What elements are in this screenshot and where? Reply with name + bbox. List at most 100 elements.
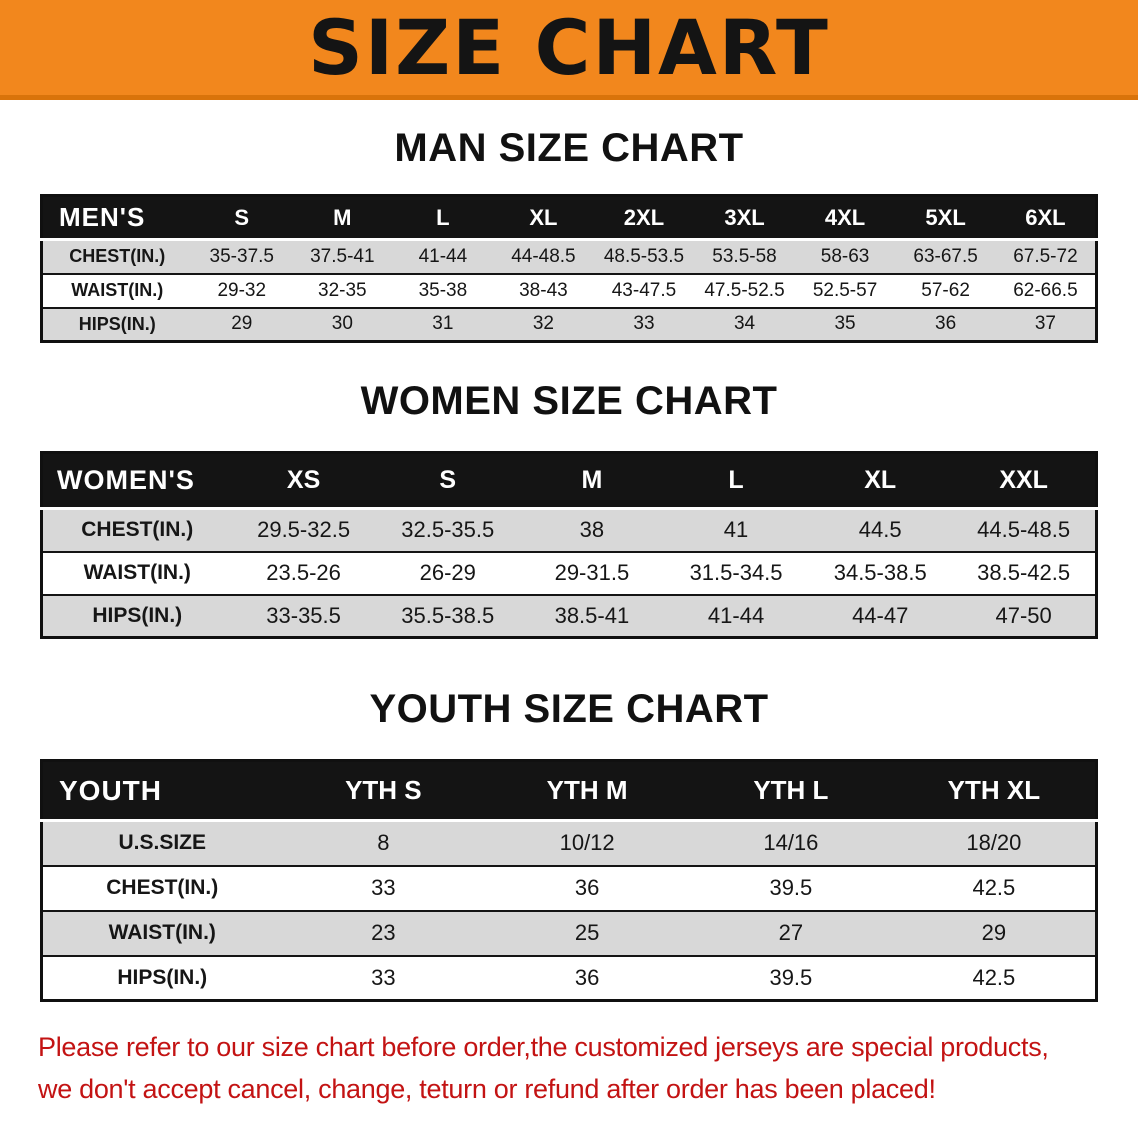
table-row: CHEST(IN.) 35-37.5 37.5-41 41-44 44-48.5 48.5… [41, 239, 1097, 274]
size-column-header: M [519, 452, 664, 510]
size-value: 44-47 [852, 602, 909, 628]
size-value: 32-35 [318, 279, 367, 301]
size-value: 23 [371, 920, 396, 945]
size-value: 67.5-72 [1013, 245, 1078, 267]
row-label: WAIST(IN.) [108, 921, 216, 944]
size-value: 52.5-57 [812, 279, 878, 301]
section-men: MAN SIZE CHART MEN'S S M L XL 2XL 3XL 4XL 5XL 6XL… [0, 124, 1138, 343]
size-value: 32.5-35.5 [401, 517, 495, 543]
row-label: CHEST(IN.) [69, 246, 166, 267]
size-value: 57-62 [921, 279, 970, 301]
size-value: 41 [723, 517, 749, 543]
size-value: 42.5 [972, 875, 1016, 900]
table-corner-label: MEN'S [41, 195, 192, 241]
table-row: HIPS(IN.) 33 36 39.5 42.5 [41, 955, 1097, 1001]
table-row: CHEST(IN.) 29.5-32.5 32.5-35.5 38 41 44.5 44.5… [41, 508, 1097, 552]
size-value: 29-32 [217, 279, 267, 301]
size-value: 44-48.5 [511, 245, 576, 267]
table-header-row: WOMEN'S XS S M L XL XXL [41, 452, 1097, 510]
row-label: HIPS(IN.) [78, 313, 156, 334]
size-value: 29 [981, 920, 1007, 945]
size-value: 36 [935, 313, 957, 335]
size-value: 48.5-53.5 [603, 245, 685, 267]
size-value: 35 [834, 313, 856, 335]
size-value: 35.5-38.5 [401, 602, 495, 628]
size-value: 18/20 [966, 830, 1022, 856]
size-value: 58-63 [820, 245, 870, 267]
size-value: 37 [1034, 313, 1056, 335]
size-value: 34 [733, 313, 756, 335]
row-label: HIPS(IN.) [92, 603, 183, 627]
table-row: HIPS(IN.) 29 30 31 32 33 34 35 36 37 [41, 307, 1097, 342]
table-row: WAIST(IN.) 29-32 32-35 35-38 38-43 43-47.5 47.… [41, 273, 1097, 308]
size-value: 39.5 [769, 875, 813, 900]
size-value: 31 [432, 313, 454, 335]
size-value: 43-47.5 [611, 279, 677, 301]
size-column-header: M [292, 195, 393, 241]
table-row: WAIST(IN.) 23 25 27 29 [41, 910, 1097, 956]
table-corner-label: YOUTH [41, 760, 282, 822]
table-row: CHEST(IN.) 33 36 39.5 42.5 [41, 865, 1097, 911]
size-column-header: 3XL [694, 195, 795, 241]
size-value: 32 [532, 313, 554, 335]
size-value: 29 [231, 313, 253, 335]
size-value: 31.5-34.5 [689, 560, 783, 585]
size-value: 30 [331, 313, 353, 335]
row-label: WAIST(IN.) [83, 561, 191, 584]
size-column-header: 5XL [895, 195, 996, 241]
size-value: 47-50 [995, 602, 1052, 628]
size-column-header: XL [493, 195, 594, 241]
size-value: 29.5-32.5 [257, 517, 351, 543]
size-column-header: 6XL [995, 195, 1097, 241]
size-value: 44.5 [858, 517, 902, 543]
size-value: 42.5 [972, 964, 1016, 990]
size-column-header: YTH L [689, 760, 893, 822]
size-column-header: XS [231, 452, 376, 510]
size-value: 25 [574, 920, 600, 945]
size-value: 38.5-42.5 [977, 560, 1071, 585]
size-value: 10/12 [559, 830, 615, 856]
men-section-heading: MAN SIZE CHART [394, 126, 744, 170]
table-row: U.S.SIZE 8 10/12 14/16 18/20 [41, 820, 1097, 866]
table-row: WAIST(IN.) 23.5-26 26-29 29-31.5 31.5-34.5 34… [41, 551, 1097, 595]
women-section-heading: WOMEN SIZE CHART [360, 379, 778, 423]
table-header-row: YOUTH YTH S YTH M YTH L YTH XL [41, 760, 1097, 822]
size-column-header: YTH S [281, 760, 486, 822]
size-value: 29-31.5 [554, 560, 630, 585]
size-value: 36 [574, 964, 600, 990]
size-value: 33 [371, 964, 396, 990]
size-value: 38-43 [519, 279, 568, 301]
youth-size-table: YOUTH YTH S YTH M YTH L YTH XL U.S.SIZE 8 10/12… [40, 759, 1098, 1002]
size-value: 38 [579, 517, 605, 543]
footer-note-line: we don't accept cancel, change, teturn o… [38, 1074, 936, 1104]
size-value: 8 [377, 830, 390, 856]
size-column-header: YTH M [485, 760, 689, 822]
size-value: 41-44 [707, 602, 765, 628]
size-value: 53.5-58 [712, 245, 777, 267]
section-youth: YOUTH SIZE CHART YOUTH YTH S YTH M YTH L YTH… [0, 685, 1138, 1002]
section-women: WOMEN SIZE CHART WOMEN'S XS S M L XL XXL CHEST(… [0, 377, 1138, 639]
size-value: 35-37.5 [209, 245, 274, 267]
size-column-header: L [392, 195, 494, 241]
size-value: 27 [778, 920, 804, 945]
row-label: CHEST(IN.) [106, 876, 219, 899]
row-label: CHEST(IN.) [81, 518, 194, 542]
size-column-header: 4XL [794, 195, 896, 241]
size-column-header: S [375, 452, 520, 510]
size-value: 23.5-26 [266, 560, 341, 585]
women-size-table: WOMEN'S XS S M L XL XXL CHEST(IN.) 29.5-32.5 32.5… [40, 451, 1098, 639]
table-row: HIPS(IN.) 33-35.5 35.5-38.5 38.5-41 41-44 44-… [41, 594, 1097, 638]
size-value: 33 [633, 313, 655, 335]
size-value: 26-29 [419, 560, 476, 585]
youth-section-heading: YOUTH SIZE CHART [369, 687, 769, 731]
size-value: 36 [574, 875, 600, 900]
men-size-table: MEN'S S M L XL 2XL 3XL 4XL 5XL 6XL CHEST(IN.) 35-37… [40, 194, 1098, 343]
size-column-header: L [663, 452, 809, 510]
table-header-row: MEN'S S M L XL 2XL 3XL 4XL 5XL 6XL [41, 195, 1097, 241]
size-column-header: XXL [952, 452, 1097, 510]
size-column-header: S [191, 195, 293, 241]
table-corner-label: WOMEN'S [41, 452, 232, 510]
size-column-header: YTH XL [892, 760, 1097, 822]
size-value: 38.5-41 [554, 602, 630, 628]
row-label: U.S.SIZE [118, 831, 207, 855]
